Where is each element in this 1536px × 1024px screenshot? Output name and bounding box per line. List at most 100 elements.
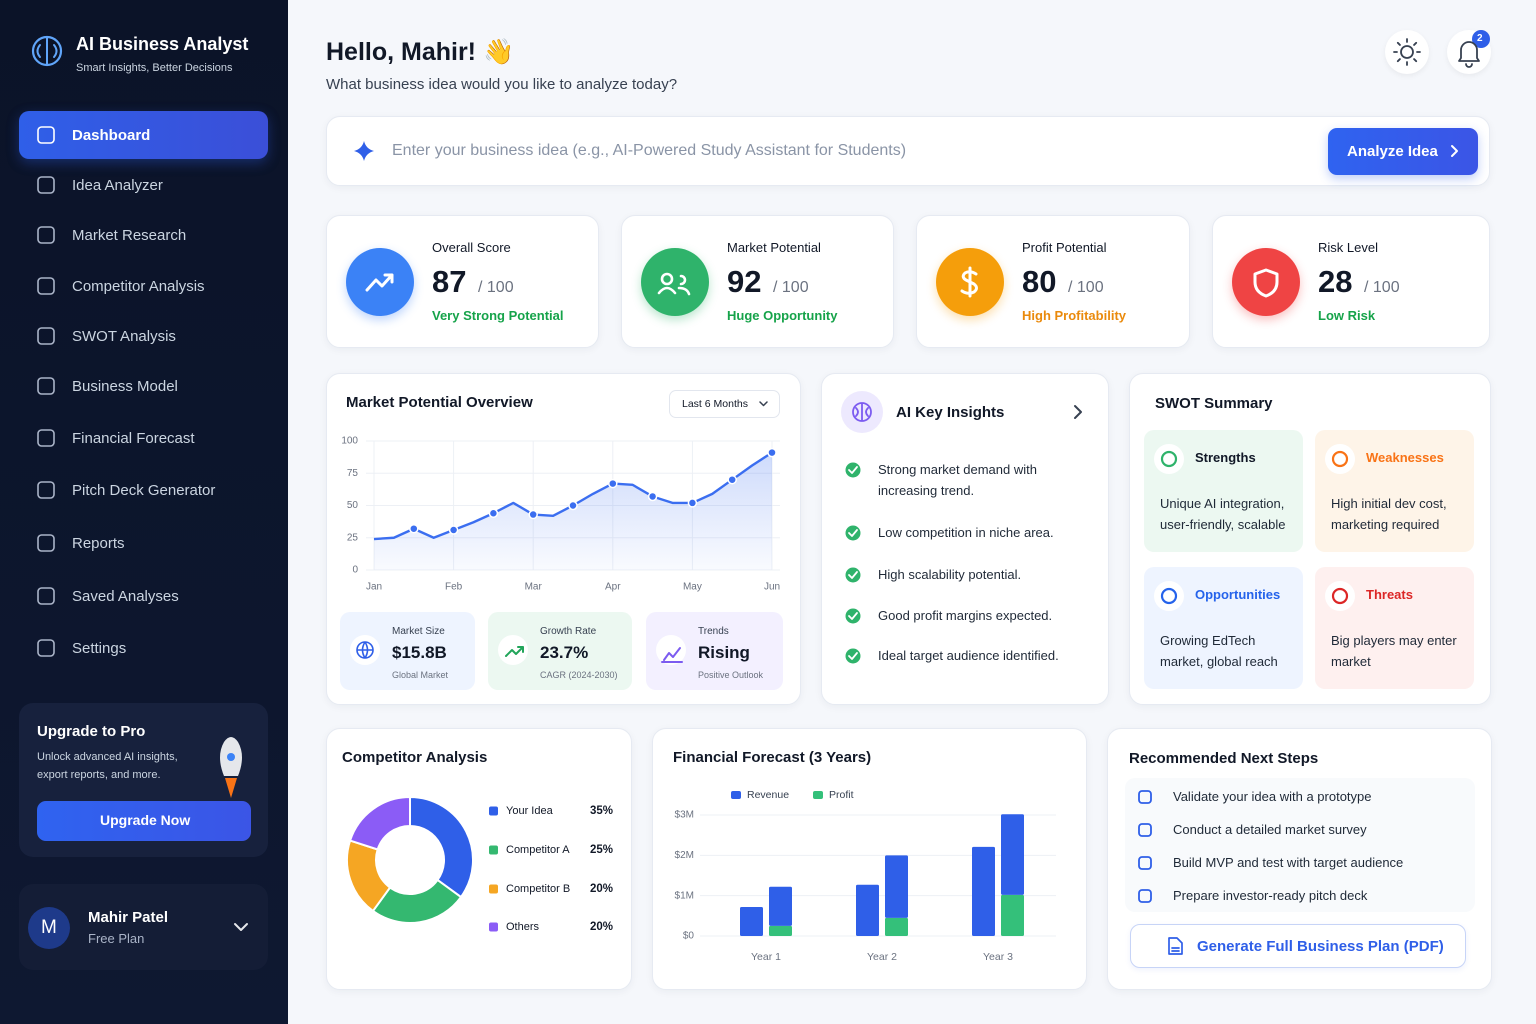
- dollar-glyph: [960, 266, 978, 298]
- score-value: 28: [1318, 264, 1353, 300]
- legend-label: Competitor B: [506, 883, 570, 895]
- bar: [885, 917, 908, 936]
- stat-glyph: [356, 641, 374, 659]
- x-tick-label: Feb: [445, 582, 463, 593]
- competitor-card: [326, 728, 632, 990]
- score-max: / 100: [478, 278, 514, 296]
- value-label: 25%: [590, 844, 613, 856]
- legend-swatch: [731, 791, 741, 799]
- nav-label: Dashboard: [72, 126, 151, 144]
- insight-text: Low competition in niche area.: [878, 524, 1054, 540]
- y-tick-label: 0: [352, 565, 358, 576]
- stat-label: Trends: [698, 626, 729, 637]
- search-input[interactable]: [380, 128, 1310, 174]
- score-max: / 100: [773, 278, 809, 296]
- insights-title: AI Key Insights: [896, 403, 1005, 421]
- prompt: What business idea would you like to ana…: [326, 75, 678, 93]
- swot-text: Unique AI integration, user-friendly, sc…: [1160, 496, 1286, 532]
- y-tick-label: $2M: [675, 850, 694, 861]
- upgrade-title: Upgrade to Pro: [37, 722, 146, 740]
- nav-icon: [37, 377, 55, 395]
- user-chevron: [234, 923, 248, 931]
- nav-icon: [37, 429, 55, 447]
- business-plan-button[interactable]: [1130, 924, 1466, 968]
- y-tick-label: $3M: [675, 810, 694, 821]
- step-icon: [1138, 823, 1152, 837]
- check-icon: [845, 567, 861, 583]
- nav-item[interactable]: [19, 111, 268, 159]
- brand-title: AI Business Analyst: [76, 34, 249, 55]
- score-status: High Profitability: [1022, 307, 1126, 323]
- brand-subtitle: Smart Insights, Better Decisions: [76, 62, 233, 75]
- theme-button[interactable]: [1385, 30, 1429, 74]
- business-plan-label: Generate Full Business Plan (PDF): [1197, 937, 1444, 955]
- nav-icon: [37, 126, 55, 144]
- nav-label: Reports: [72, 534, 125, 552]
- line-marker: [687, 498, 698, 508]
- analyze-button[interactable]: [1328, 128, 1478, 175]
- stat-note: CAGR (2024-2030): [540, 669, 618, 680]
- stat-value: $15.8B: [392, 643, 447, 663]
- y-tick-label: 50: [347, 500, 359, 511]
- score-max: / 100: [1364, 278, 1400, 296]
- rocket-window: [227, 753, 235, 761]
- step-text: Conduct a detailed market survey: [1173, 821, 1367, 837]
- nav-label: Business Model: [72, 377, 178, 395]
- legend-label: Your Idea: [506, 805, 554, 817]
- check-mark: [848, 466, 858, 474]
- legend-label: Others: [506, 921, 540, 933]
- check-icon: [845, 648, 861, 664]
- legend-swatch: [813, 791, 823, 799]
- legend-swatch: [489, 806, 498, 816]
- swot-icon: [1154, 444, 1184, 474]
- check-icon: [845, 462, 861, 478]
- bar: [1001, 814, 1024, 895]
- stat-value: 23.7%: [540, 643, 589, 663]
- x-tick-label: Year 1: [751, 951, 781, 963]
- people-glyph: [657, 272, 691, 296]
- upgrade-button[interactable]: [37, 801, 251, 841]
- score-status: Very Strong Potential: [432, 307, 564, 323]
- insights-glyph: [852, 402, 872, 422]
- stat-note: Positive Outlook: [698, 669, 764, 680]
- pie-slice: [348, 795, 411, 851]
- line-marker: [488, 508, 499, 518]
- insight-text: High scalability potential.: [878, 566, 1022, 582]
- score-status: Huge Opportunity: [727, 307, 838, 323]
- nav-icon: [37, 639, 55, 657]
- legend-label: Profit: [829, 789, 854, 801]
- chart-title: Financial Forecast (3 Years): [673, 749, 871, 766]
- line-marker: [767, 447, 777, 458]
- steps-list: [1125, 778, 1475, 912]
- insight-text: Strong market demand with increasing tre…: [878, 462, 1037, 498]
- score-label: Market Potential: [727, 239, 821, 255]
- score-label: Profit Potential: [1022, 239, 1107, 255]
- bar: [972, 846, 995, 936]
- step-icon: [1138, 856, 1152, 870]
- value-label: 35%: [590, 805, 613, 817]
- score-value: 87: [432, 264, 467, 300]
- insight-text: Ideal target audience identified.: [878, 647, 1059, 663]
- brand-icon-detail: [36, 37, 58, 65]
- step-text: Validate your idea with a prototype: [1173, 788, 1372, 804]
- line-marker: [608, 478, 618, 489]
- stat-label: Growth Rate: [540, 626, 597, 637]
- nav-label: Market Research: [72, 226, 187, 244]
- swot-text: High initial dev cost, marketing require…: [1331, 496, 1447, 532]
- chart-title: Competitor Analysis: [342, 749, 487, 766]
- y-tick-label: 100: [341, 436, 358, 447]
- legend-swatch: [489, 884, 498, 894]
- score-label: Risk Level: [1318, 239, 1378, 255]
- avatar: [28, 907, 70, 949]
- range-chevron: [759, 401, 768, 407]
- range-filter-label: Last 6 Months: [682, 398, 748, 410]
- pie-slice: [409, 795, 474, 899]
- nav-label: Competitor Analysis: [72, 277, 205, 295]
- swot-name: Strengths: [1195, 449, 1256, 465]
- bar: [885, 855, 908, 918]
- user-name: Mahir Patel: [88, 908, 169, 926]
- x-tick-label: Jan: [366, 582, 382, 593]
- nav-icon: [37, 277, 55, 295]
- nav-label: Saved Analyses: [72, 587, 179, 605]
